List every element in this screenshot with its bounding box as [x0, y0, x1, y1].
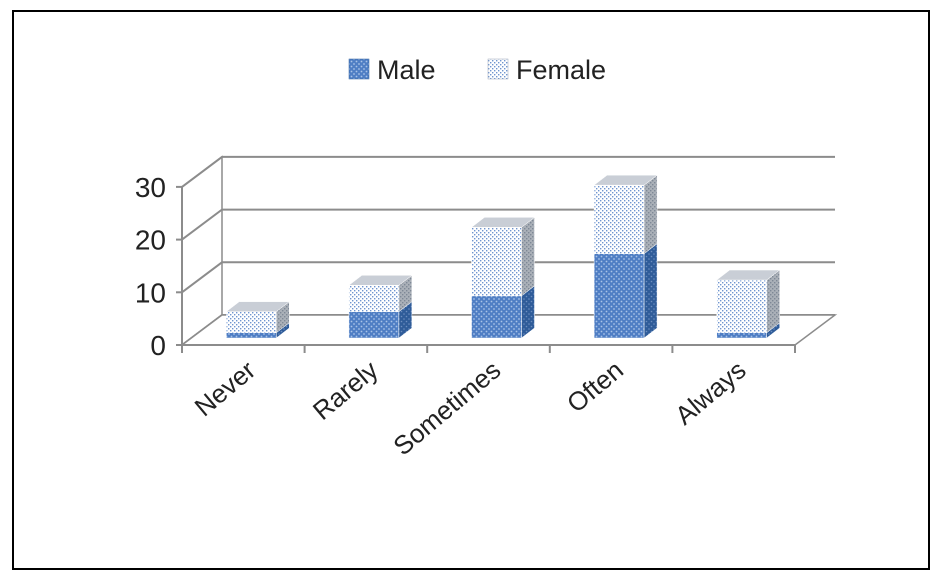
bar-male-rarely-front	[348, 311, 400, 339]
bar-female-often-front	[593, 184, 645, 254]
bar-sometimes-top	[470, 217, 536, 228]
x-tick-label-never: Never	[189, 354, 262, 422]
bar-male-never-front	[226, 332, 277, 339]
bar-often-top	[593, 174, 658, 186]
x-tick-label-often: Often	[561, 355, 629, 419]
y-axis	[176, 185, 183, 346]
y-tick-label: 10	[135, 277, 166, 308]
bar-group-rarely	[348, 274, 413, 339]
legend-swatch-female	[487, 58, 509, 80]
chart-legend: Male Female	[348, 55, 606, 85]
bar-never-top	[225, 301, 291, 312]
gridline	[181, 155, 835, 188]
chart-back-walls	[181, 155, 223, 347]
bar-male-often-side	[643, 243, 658, 339]
x-tick-labels: Never Rarely Sometimes Often Always	[189, 354, 752, 461]
x-axis	[181, 344, 796, 353]
legend-swatch-male	[348, 58, 370, 80]
chart-bars	[225, 174, 781, 339]
bar-male-sometimes-front	[471, 295, 522, 339]
bar-female-often-side	[643, 174, 658, 255]
y-tick-label: 20	[135, 225, 166, 256]
bar-female-never-front	[226, 311, 277, 333]
bar-female-always-front	[716, 279, 767, 333]
bar-male-always-front	[716, 332, 767, 339]
x-tick-label-sometimes: Sometimes	[387, 355, 506, 462]
bar-group-never	[225, 301, 291, 339]
y-tick-label: 30	[135, 172, 166, 203]
bar-female-sometimes-side	[521, 216, 535, 297]
bar-female-always-side	[766, 269, 780, 334]
y-tick-labels: 0 10 20 30	[135, 172, 166, 361]
x-tick-label-always: Always	[669, 355, 751, 431]
bar-female-sometimes-front	[471, 227, 522, 297]
legend-label-male: Male	[377, 55, 436, 85]
stacked-3d-bar-chart: Male Female 0 10 20 30 Never Rarely Sometimes…	[135, 55, 838, 461]
bar-group-often	[593, 174, 658, 339]
y-tick-label: 0	[150, 330, 166, 361]
legend-label-female: Female	[516, 55, 606, 85]
bar-always-top	[715, 269, 781, 281]
x-tick-label-rarely: Rarely	[307, 355, 384, 426]
bar-female-rarely-front	[348, 285, 400, 312]
bar-male-often-front	[593, 253, 645, 339]
side-wall	[181, 155, 223, 347]
bar-group-sometimes	[470, 216, 536, 339]
bar-rarely-top	[348, 275, 413, 286]
bar-group-always	[715, 269, 781, 339]
